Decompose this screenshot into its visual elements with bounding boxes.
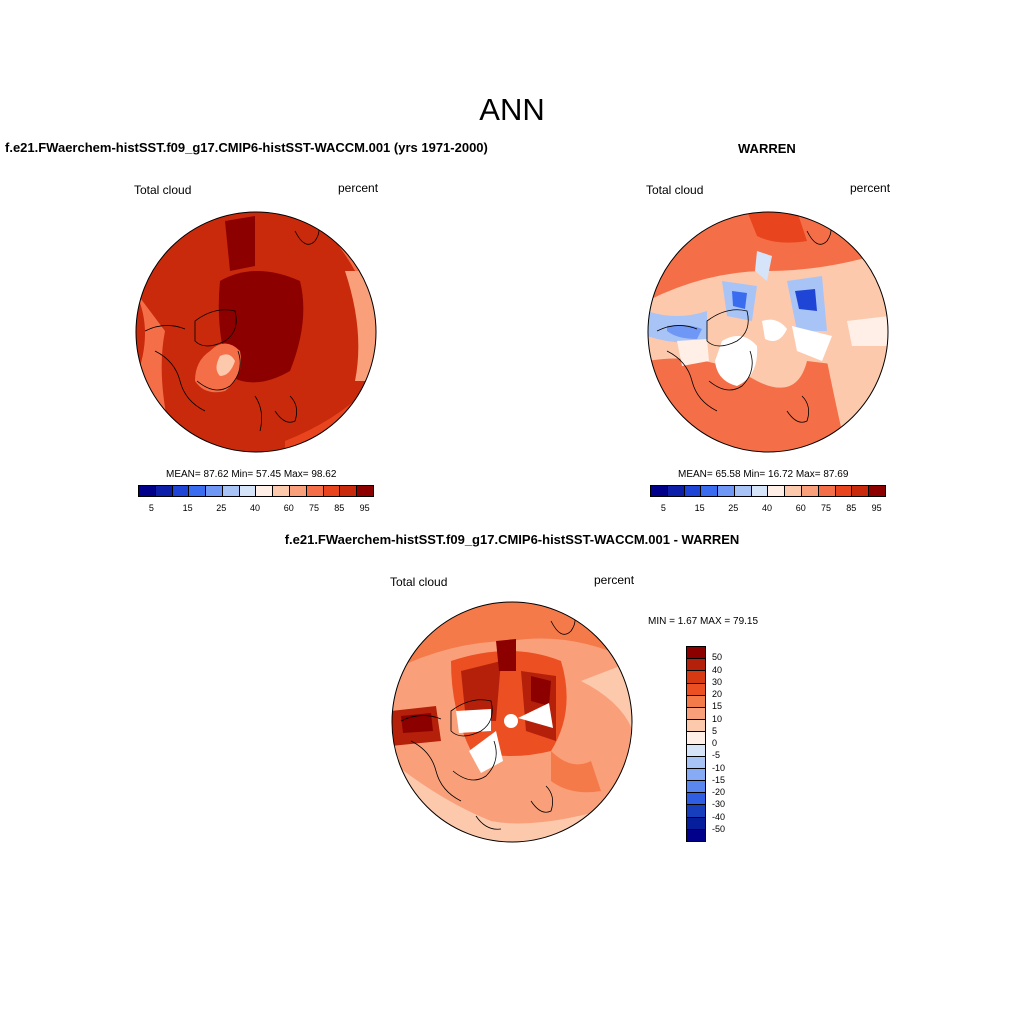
colorbar-swatch (155, 486, 173, 496)
colorbar-swatch (222, 486, 240, 496)
panel2-colorbar (650, 485, 886, 497)
colorbar-swatch (340, 486, 358, 496)
colorbar-swatch (687, 744, 705, 757)
colorbar-swatch (687, 695, 705, 708)
panel1-colorbar (138, 485, 374, 497)
colorbar-swatch (687, 720, 705, 733)
colorbar-swatch (687, 829, 705, 841)
colorbar-swatch (357, 486, 373, 496)
colorbar-swatch (256, 486, 274, 496)
colorbar-tick-label: 85 (334, 503, 345, 513)
colorbar-swatch (768, 486, 786, 496)
colorbar-tick-label: 15 (712, 701, 723, 712)
colorbar-tick-label: 75 (309, 503, 320, 513)
colorbar-swatch (172, 486, 190, 496)
colorbar-swatch (273, 486, 291, 496)
panel1-variable-label: Total cloud (134, 183, 192, 197)
colorbar-tick-label: 60 (795, 503, 806, 513)
colorbar-swatch (687, 683, 705, 696)
panel2-variable-label: Total cloud (646, 183, 704, 197)
colorbar-tick-label: 50 (712, 652, 723, 663)
colorbar-tick-label: 20 (712, 689, 723, 699)
colorbar-swatch (239, 486, 257, 496)
colorbar-swatch (869, 486, 885, 496)
colorbar-tick-label: 5 (712, 725, 718, 736)
colorbar-swatch (687, 805, 705, 818)
colorbar-tick-label: -20 (712, 787, 726, 797)
colorbar-swatch (290, 486, 307, 496)
colorbar-swatch (852, 486, 870, 496)
colorbar-swatch (687, 732, 705, 745)
colorbar-tick-label: 5 (660, 503, 666, 513)
panel1-title: f.e21.FWaerchem-histSST.f09_g17.CMIP6-hi… (5, 140, 488, 155)
colorbar-tick-label: 95 (871, 503, 882, 513)
colorbar-tick-label: -10 (712, 762, 726, 773)
colorbar-tick-label: 75 (821, 503, 832, 513)
colorbar-swatch (651, 486, 668, 496)
panel3-title: f.e21.FWaerchem-histSST.f09_g17.CMIP6-hi… (284, 532, 740, 547)
colorbar-swatch (687, 756, 705, 769)
colorbar-swatch (306, 486, 324, 496)
panel2-units-label: percent (850, 181, 891, 195)
colorbar-swatch (684, 486, 702, 496)
colorbar-tick-label: -5 (712, 750, 721, 761)
colorbar-swatch (687, 647, 705, 660)
panel2-title: WARREN (738, 141, 796, 156)
colorbar-swatch (835, 486, 853, 496)
colorbar-tick-label: -30 (712, 799, 726, 810)
panel3-variable-label: Total cloud (390, 575, 448, 589)
panel3-colorbar (686, 646, 706, 842)
colorbar-tick-label: 15 (182, 503, 193, 513)
colorbar-tick-label: 40 (712, 664, 723, 675)
panel3-units-label: percent (594, 573, 635, 587)
colorbar-swatch (701, 486, 719, 496)
colorbar-tick-label: -15 (712, 774, 726, 785)
colorbar-tick-label: 10 (712, 713, 723, 724)
panel3-stats: MIN = 1.67 MAX = 79.15 (648, 616, 759, 627)
colorbar-swatch (802, 486, 819, 496)
panel1-stats: MEAN= 87.62 Min= 57.45 Max= 98.62 (166, 469, 337, 480)
colorbar-tick-label: 30 (712, 676, 723, 687)
colorbar-swatch (687, 707, 705, 721)
colorbar-swatch (687, 793, 705, 806)
panel2-polar-map (647, 211, 889, 453)
panel2-stats: MEAN= 65.58 Min= 16.72 Max= 87.69 (678, 469, 849, 480)
colorbar-swatch (189, 486, 207, 496)
colorbar-tick-label: 25 (216, 503, 227, 513)
colorbar-tick-label: 60 (283, 503, 294, 513)
colorbar-tick-label: 5 (148, 503, 154, 513)
colorbar-tick-label: 15 (694, 503, 705, 513)
colorbar-swatch (687, 671, 705, 684)
colorbar-tick-label: 0 (712, 738, 718, 748)
colorbar-tick-label: 95 (359, 503, 370, 513)
colorbar-swatch (687, 659, 705, 672)
colorbar-swatch (718, 486, 735, 496)
panel3-polar-map (391, 601, 633, 843)
colorbar-swatch (139, 486, 156, 496)
colorbar-tick-label: 40 (250, 503, 261, 513)
colorbar-swatch (687, 817, 705, 830)
colorbar-tick-label: -50 (712, 823, 726, 834)
colorbar-swatch (687, 781, 705, 794)
colorbar-swatch (323, 486, 341, 496)
colorbar-swatch (734, 486, 752, 496)
colorbar-swatch (667, 486, 685, 496)
colorbar-tick-label: -40 (712, 811, 726, 822)
colorbar-swatch (687, 768, 705, 782)
colorbar-swatch (818, 486, 836, 496)
panel1-polar-map (135, 211, 377, 453)
figure-title: ANN (479, 92, 545, 127)
colorbar-tick-label: 85 (846, 503, 857, 513)
panel1-units-label: percent (338, 181, 379, 195)
colorbar-swatch (785, 486, 803, 496)
colorbar-swatch (206, 486, 223, 496)
colorbar-tick-label: 40 (762, 503, 773, 513)
colorbar-swatch (751, 486, 769, 496)
colorbar-tick-label: 25 (728, 503, 739, 513)
